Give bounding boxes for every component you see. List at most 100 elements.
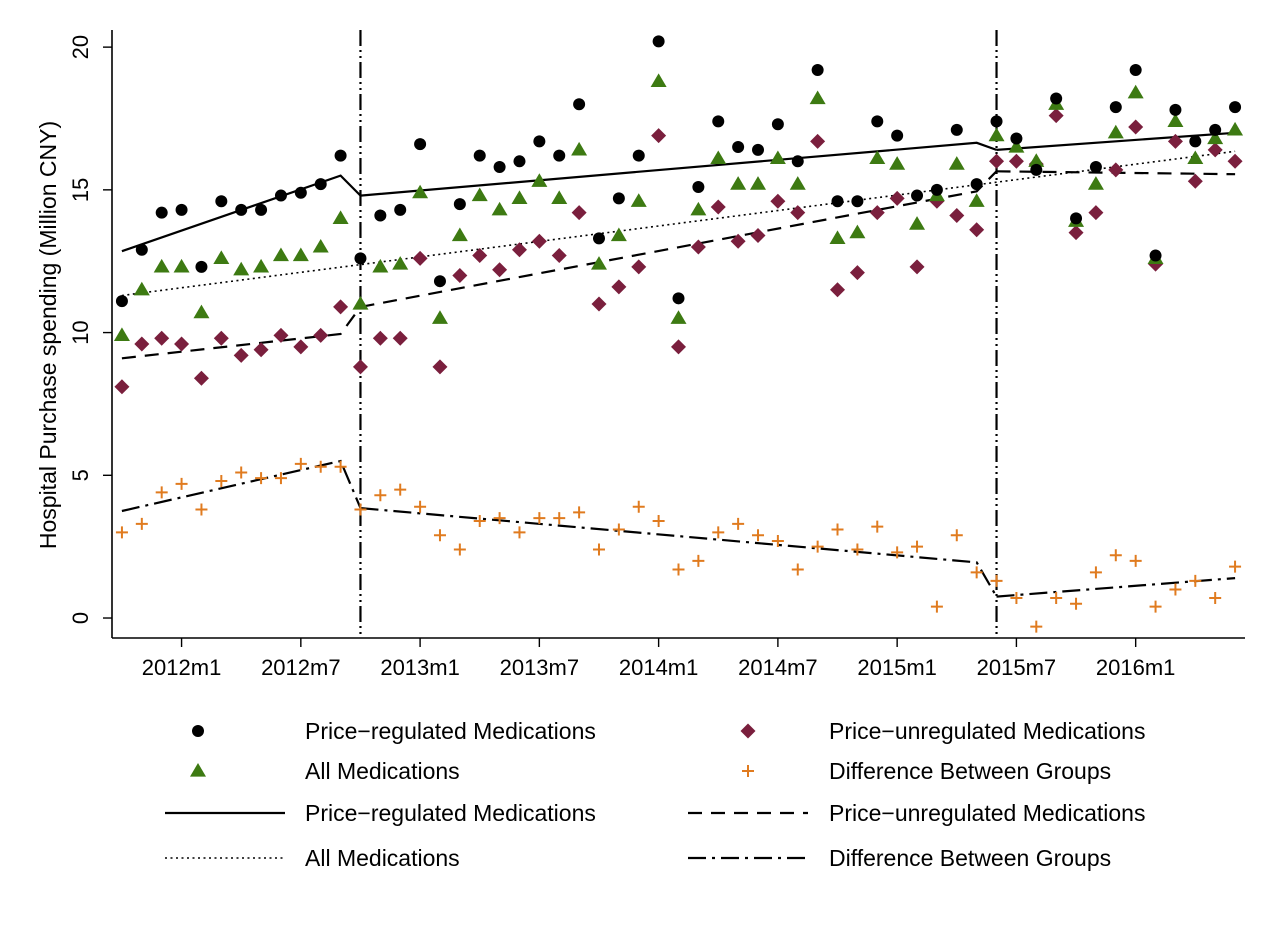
data-point-circle: [175, 203, 188, 216]
data-point-circle: [732, 141, 745, 154]
data-point-circle: [394, 203, 407, 216]
data-point-plus: [1089, 566, 1102, 579]
y-axis-label: Hospital Purchase spending (Million CNY): [35, 121, 61, 549]
data-point-plus: [553, 512, 566, 525]
data-point-diamond: [134, 336, 150, 352]
legend-label: All Medications: [305, 758, 460, 784]
data-point-triangle: [153, 258, 170, 273]
data-point-plus: [493, 512, 506, 525]
data-point-plus: [453, 543, 466, 556]
data-point-plus: [1169, 583, 1182, 596]
data-point-triangle: [988, 127, 1005, 142]
data-point-circle: [692, 180, 705, 193]
data-point-triangle: [491, 201, 508, 216]
data-point-triangle: [590, 256, 607, 270]
data-point-triangle: [332, 210, 349, 224]
trend-line-solid: [360, 141, 997, 197]
data-point-plus: [414, 500, 427, 513]
data-point-plus: [592, 543, 605, 556]
data-point-diamond: [651, 128, 667, 144]
data-point-plus: [1129, 554, 1142, 567]
data-point-plus: [533, 512, 546, 525]
data-point-circle: [851, 195, 864, 208]
data-point-circle: [255, 203, 268, 216]
data-point-triangle: [610, 227, 627, 242]
data-point-plus: [274, 472, 287, 485]
data-point-diamond: [511, 242, 527, 258]
data-point-circle: [672, 292, 685, 305]
data-point-plus: [871, 520, 884, 533]
data-point-circle: [314, 178, 327, 191]
data-point-triangle: [253, 258, 270, 273]
data-point-triangle: [412, 184, 429, 199]
plot-area: 0 5 10 15 20 2012m1 2012m7 2013m1 2013m7 2014m1 20…: [68, 30, 1245, 680]
data-point-plus: [1149, 600, 1162, 613]
data-point-circle: [752, 143, 765, 156]
legend-item: Difference Between Groups: [688, 845, 1111, 871]
data-point-diamond: [611, 279, 627, 295]
data-point-triangle: [213, 250, 230, 264]
data-point-circle: [891, 129, 904, 142]
data-point-triangle: [769, 150, 786, 165]
data-point-plus: [394, 483, 407, 496]
legend-marker-circle: [192, 725, 204, 737]
data-point-triangle: [1187, 150, 1204, 165]
data-point-circle: [771, 118, 784, 131]
data-point-circle: [433, 275, 446, 288]
data-point-plus: [632, 500, 645, 513]
data-point-triangle: [193, 304, 210, 319]
x-tick-label: 2012m1: [142, 655, 222, 680]
data-point-triangle: [372, 258, 389, 273]
data-point-diamond: [889, 190, 905, 206]
data-point-circle: [215, 195, 228, 208]
trend-line-dash: [121, 306, 362, 360]
data-point-circle: [791, 155, 804, 168]
data-point-plus: [771, 534, 784, 547]
data-point-circle: [811, 63, 824, 76]
legend-item: Price−unregulated Medications: [688, 800, 1145, 826]
data-point-plus: [1050, 592, 1063, 605]
x-tick-label: 2013m1: [380, 655, 460, 680]
data-point-triangle: [233, 261, 250, 276]
y-tick-label: 15: [68, 178, 93, 202]
data-point-diamond: [830, 282, 846, 298]
data-point-triangle: [392, 256, 409, 270]
data-point-plus: [672, 563, 685, 576]
x-tick-label: 2014m7: [738, 655, 818, 680]
data-point-plus: [314, 460, 327, 473]
legend-item: Price−regulated Medications: [165, 800, 596, 826]
data-point-circle: [493, 161, 506, 174]
data-point-plus: [215, 475, 228, 488]
data-point-diamond: [949, 208, 965, 224]
data-point-diamond: [253, 342, 269, 358]
data-point-diamond: [293, 339, 309, 355]
data-point-diamond: [372, 330, 388, 346]
data-point-circle: [115, 295, 128, 308]
data-point-diamond: [551, 248, 567, 264]
data-point-triangle: [889, 156, 906, 170]
data-point-plus: [712, 526, 725, 539]
data-point-diamond: [671, 339, 686, 355]
data-point-diamond: [969, 222, 985, 238]
data-point-triangle: [471, 187, 488, 202]
data-point-plus: [791, 563, 804, 576]
data-point-diamond: [333, 299, 349, 315]
legend-item: All Medications: [165, 845, 460, 871]
data-point-diamond: [1068, 225, 1084, 241]
data-point-diamond: [869, 205, 885, 221]
trend-line-dash: [360, 170, 998, 308]
data-point-triangle: [173, 258, 190, 273]
data-point-circle: [1209, 123, 1222, 136]
legend-item: Price−regulated Medications: [192, 718, 596, 744]
legend-item: Price−unregulated Medications: [740, 718, 1145, 744]
data-point-plus: [155, 486, 168, 499]
data-point-circle: [513, 155, 526, 168]
x-tick-label: 2015m7: [977, 655, 1057, 680]
data-point-triangle: [1107, 124, 1124, 139]
data-point-diamond: [730, 233, 746, 249]
data-point-circle: [970, 178, 983, 191]
data-point-diamond: [631, 259, 647, 275]
data-point-diamond: [492, 262, 508, 278]
